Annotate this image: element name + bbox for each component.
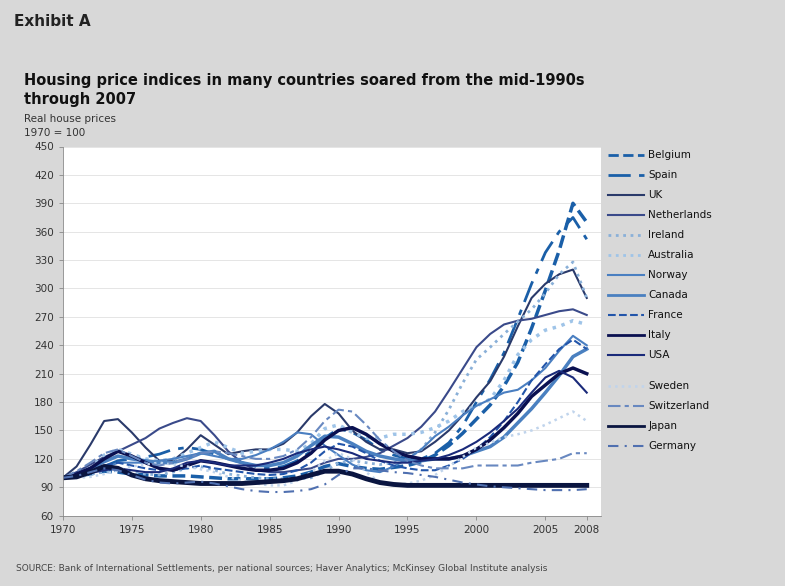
Text: Belgium: Belgium	[648, 150, 692, 161]
Text: USA: USA	[648, 349, 670, 360]
Text: Switzerland: Switzerland	[648, 401, 710, 411]
Text: Spain: Spain	[648, 170, 677, 180]
Text: Real house prices
1970 = 100: Real house prices 1970 = 100	[24, 114, 115, 138]
Text: Norway: Norway	[648, 270, 688, 280]
Text: Sweden: Sweden	[648, 381, 689, 391]
Text: Netherlands: Netherlands	[648, 210, 712, 220]
Text: Australia: Australia	[648, 250, 695, 260]
Text: UK: UK	[648, 190, 663, 200]
Text: Canada: Canada	[648, 289, 688, 300]
Text: Exhibit A: Exhibit A	[14, 13, 91, 29]
Text: SOURCE: Bank of International Settlements, per national sources; Haver Analytics: SOURCE: Bank of International Settlement…	[16, 564, 547, 573]
Text: Japan: Japan	[648, 421, 677, 431]
Text: Germany: Germany	[648, 441, 696, 451]
Text: Ireland: Ireland	[648, 230, 685, 240]
Text: France: France	[648, 309, 683, 320]
Text: Italy: Italy	[648, 329, 671, 340]
Text: Housing price indices in many countries soared from the mid-1990s
through 2007: Housing price indices in many countries …	[24, 73, 584, 107]
